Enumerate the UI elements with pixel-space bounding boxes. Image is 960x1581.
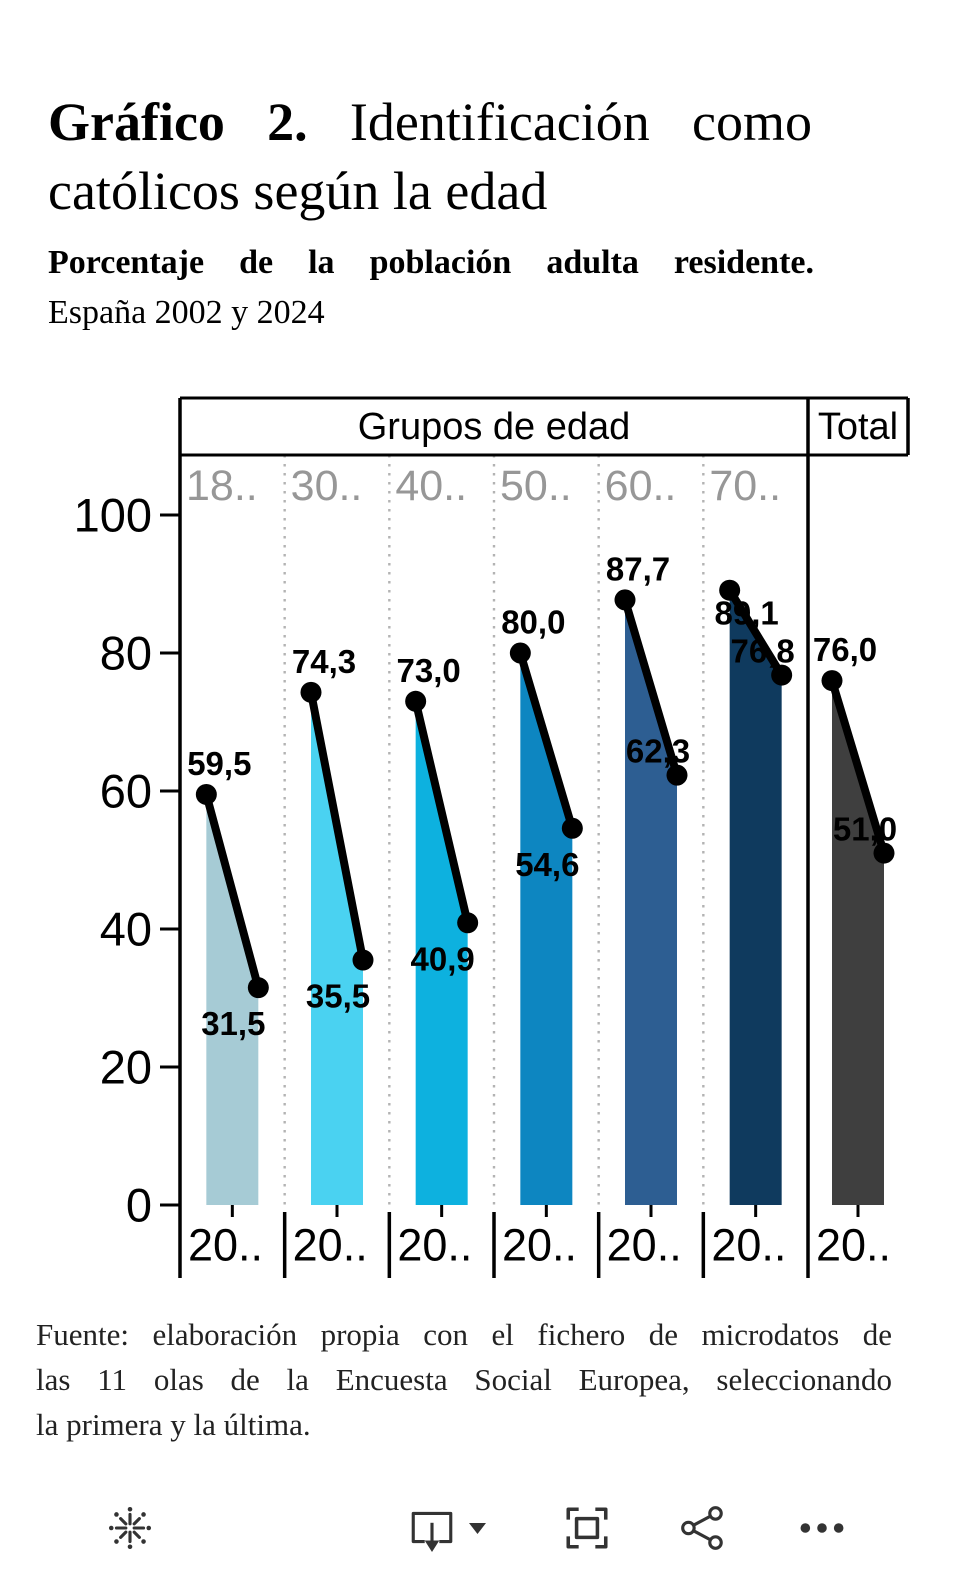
data-point [821, 670, 843, 692]
value-label: 35,5 [306, 978, 370, 1015]
slope-line [725, 586, 786, 680]
x-axis-label: 20.. [711, 1220, 786, 1271]
slope-line [828, 676, 888, 858]
data-point [247, 977, 269, 999]
source-line: Fuente: elaboración propia con el ficher… [36, 1317, 892, 1352]
starburst-logo-icon [108, 1506, 152, 1550]
area-wedge [311, 692, 363, 1205]
fullscreen-button[interactable] [559, 1500, 615, 1556]
more-options-button[interactable] [794, 1500, 850, 1556]
value-label: 87,7 [606, 550, 670, 587]
x-axis-label: 20.. [397, 1220, 472, 1271]
title-text: Identificación como católicos según la e… [48, 92, 812, 221]
share-icon [681, 1506, 723, 1550]
subtitle-plain-line: España 2002 y 2024 [48, 294, 325, 331]
data-point [195, 783, 217, 805]
source-note: Fuente: elaboración propia con el ficher… [36, 1312, 892, 1447]
y-axis-label: 60 [100, 765, 152, 818]
value-label: 73,0 [397, 652, 461, 689]
slope-line [621, 595, 681, 780]
y-axis-label: 40 [100, 903, 152, 956]
chart-header-block: Gráfico 2. Identificación como católicos… [48, 88, 814, 338]
slope-line [516, 649, 577, 833]
value-label: 76,8 [731, 633, 795, 670]
value-label: 59,5 [187, 745, 251, 782]
y-axis-label: 100 [74, 489, 152, 542]
y-axis-label: 0 [126, 1179, 152, 1232]
data-point [873, 842, 895, 864]
data-point [457, 912, 479, 934]
slope-line [202, 790, 263, 992]
x-axis-label: 20.. [816, 1220, 891, 1271]
age-group-label: 50.. [500, 462, 572, 510]
value-label: 76,0 [813, 631, 877, 668]
x-axis-label: 20.. [293, 1220, 368, 1271]
data-point [666, 764, 688, 786]
data-point [405, 690, 427, 712]
y-axis-label: 20 [100, 1041, 152, 1094]
more-options-icon [800, 1523, 844, 1533]
embed-toolbar [0, 1496, 960, 1560]
age-group-label: 30.. [291, 462, 363, 510]
data-point [561, 817, 583, 839]
value-label: 40,9 [411, 940, 475, 977]
area-wedge [415, 701, 468, 1205]
data-point [614, 589, 636, 611]
x-axis-label: 20.. [188, 1220, 263, 1271]
present-export-button[interactable] [398, 1500, 494, 1556]
area-wedge [729, 590, 782, 1205]
age-group-label: 60.. [605, 462, 677, 510]
data-point [509, 642, 531, 664]
logo-button[interactable] [102, 1500, 158, 1556]
value-label: 80,0 [501, 604, 565, 641]
source-line: la primera y la última. [36, 1407, 311, 1442]
display-export-icon [411, 1511, 452, 1552]
fullscreen-icon [566, 1507, 608, 1549]
value-label: 62,3 [626, 733, 690, 770]
value-label: 89,1 [715, 595, 779, 632]
total-header-label: Total [818, 406, 898, 448]
source-line: las 11 olas de la Encuesta Social Europe… [36, 1362, 892, 1397]
share-button[interactable] [675, 1500, 731, 1556]
slope-line [411, 697, 472, 927]
group-header-label: Grupos de edad [358, 406, 631, 448]
x-axis-label: 20.. [502, 1220, 577, 1271]
data-point [719, 579, 741, 601]
value-label: 54,6 [515, 846, 579, 883]
data-point [352, 949, 374, 971]
value-label: 31,5 [201, 1005, 265, 1042]
age-group-label: 40.. [395, 462, 467, 510]
caret-down-icon [468, 1522, 486, 1534]
value-label: 74,3 [292, 643, 356, 680]
area-wedge [206, 794, 259, 1205]
chart-title: Gráfico 2. Identificación como católicos… [48, 88, 812, 226]
age-group-label: 18.. [186, 462, 258, 510]
slope-line [307, 688, 367, 965]
area-wedge [625, 599, 677, 1205]
data-point [771, 664, 793, 686]
age-group-label: 70.. [709, 462, 781, 510]
y-axis-label: 80 [100, 627, 152, 680]
data-point [300, 681, 322, 703]
chart-subtitle: Porcentaje de la población adulta reside… [48, 238, 814, 338]
subtitle-bold-line: Porcentaje de la población adulta reside… [48, 244, 814, 281]
value-label: 51,0 [833, 811, 897, 848]
x-axis-label: 20.. [607, 1220, 682, 1271]
title-figure-number: Gráfico 2. [48, 92, 308, 152]
slope-area-chart: Grupos de edad Total 18.. 30.. 40.. 50.. 60.. 7… [74, 396, 910, 1278]
